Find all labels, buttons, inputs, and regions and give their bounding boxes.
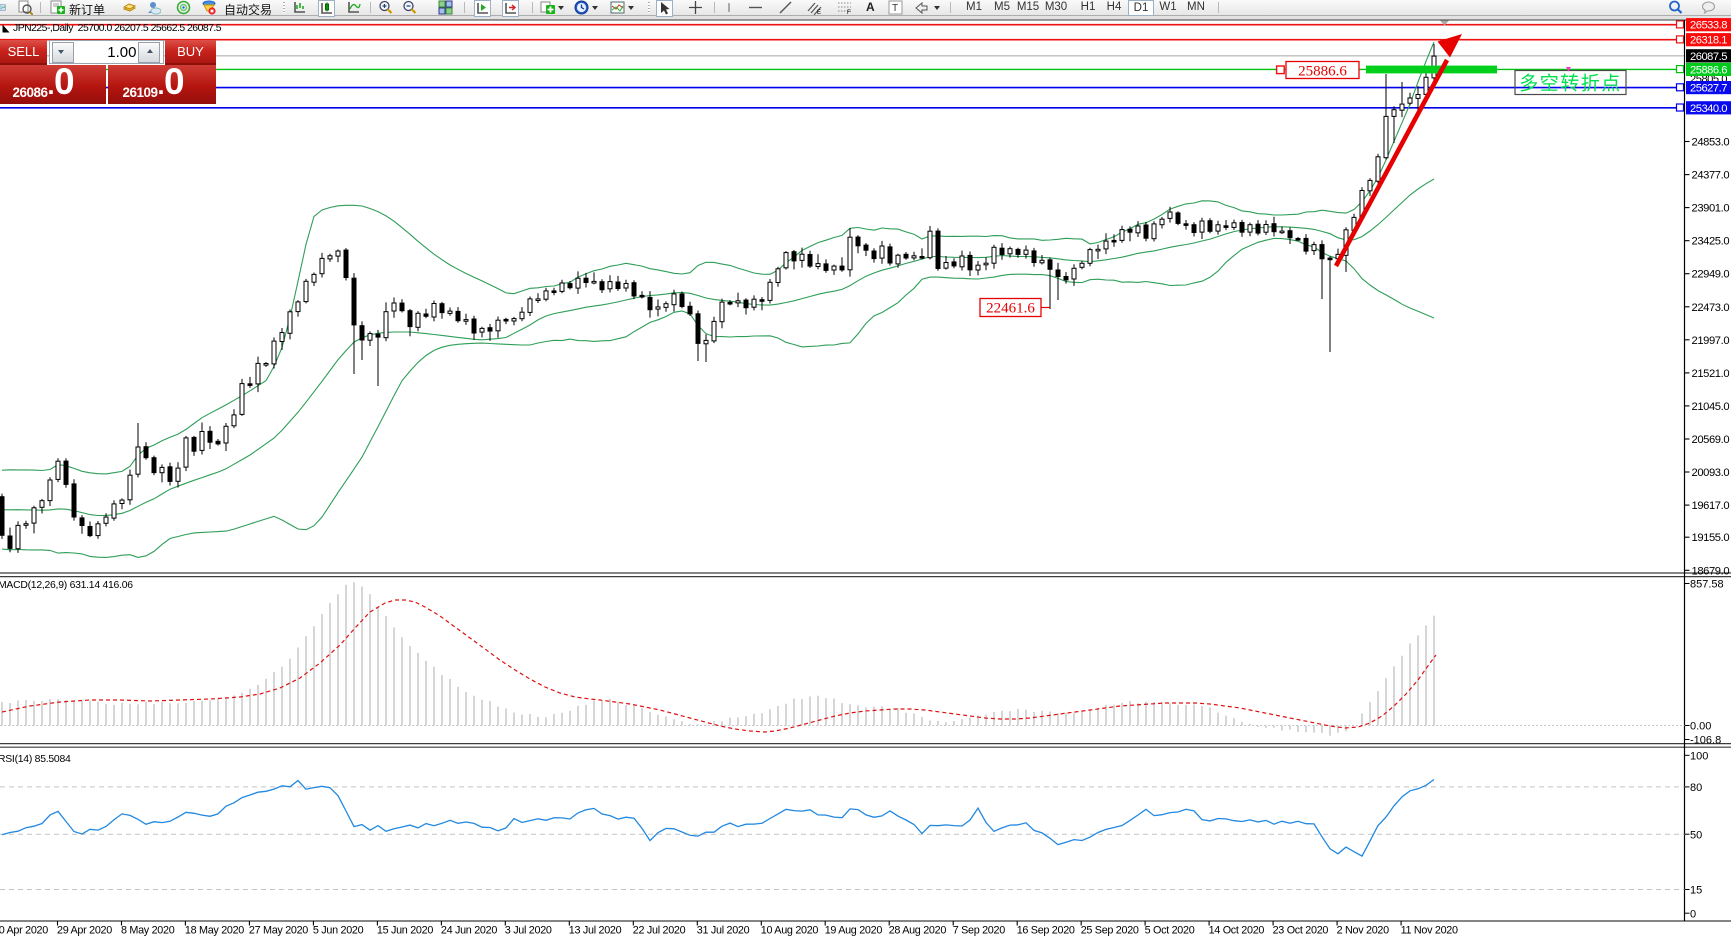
svg-text:21997.0: 21997.0: [1692, 335, 1730, 347]
svg-text:26087.5: 26087.5: [1690, 51, 1727, 63]
svg-text:19 Aug 2020: 19 Aug 2020: [825, 925, 883, 936]
svg-text:-106.8: -106.8: [1690, 735, 1721, 747]
svg-text:15: 15: [1690, 885, 1702, 897]
svg-text:24 Jun 2020: 24 Jun 2020: [441, 925, 497, 936]
svg-text:11 Nov 2020: 11 Nov 2020: [1401, 925, 1458, 936]
svg-text:E: E: [817, 10, 821, 15]
svg-text:0: 0: [1690, 908, 1696, 920]
svg-text:T: T: [892, 3, 898, 14]
svg-text:20093.0: 20093.0: [1692, 467, 1730, 479]
svg-text:20569.0: 20569.0: [1692, 434, 1730, 446]
svg-text:8 May 2020: 8 May 2020: [121, 925, 175, 936]
svg-text:22949.0: 22949.0: [1692, 269, 1730, 281]
svg-text:18 May 2020: 18 May 2020: [185, 925, 244, 936]
svg-text:13 Jul 2020: 13 Jul 2020: [569, 925, 622, 936]
svg-text:F: F: [847, 10, 851, 15]
svg-text:10 Aug 2020: 10 Aug 2020: [761, 925, 819, 936]
svg-text:23901.0: 23901.0: [1692, 203, 1730, 215]
svg-text:23425.0: 23425.0: [1692, 236, 1730, 248]
svg-text:26533.8: 26533.8: [1690, 20, 1727, 32]
svg-text:16 Sep 2020: 16 Sep 2020: [1017, 925, 1075, 936]
svg-text:5 Jun 2020: 5 Jun 2020: [313, 925, 364, 936]
svg-text:19617.0: 19617.0: [1692, 500, 1730, 512]
svg-text:15 Jun 2020: 15 Jun 2020: [377, 925, 433, 936]
svg-text:26318.1: 26318.1: [1690, 35, 1727, 47]
svg-text:28 Aug 2020: 28 Aug 2020: [889, 925, 947, 936]
svg-text:24853.0: 24853.0: [1692, 137, 1730, 149]
svg-text:23 Oct 2020: 23 Oct 2020: [1273, 925, 1329, 936]
svg-text:22473.0: 22473.0: [1692, 302, 1730, 314]
svg-text:22 Jul 2020: 22 Jul 2020: [633, 925, 686, 936]
svg-text:7 Sep 2020: 7 Sep 2020: [953, 925, 1006, 936]
svg-text:21045.0: 21045.0: [1692, 401, 1730, 413]
svg-text:3 Jul 2020: 3 Jul 2020: [505, 925, 552, 936]
svg-text:25340.0: 25340.0: [1690, 103, 1727, 115]
svg-text:RSI(14) 85.5084: RSI(14) 85.5084: [0, 754, 71, 765]
svg-text:14 Oct 2020: 14 Oct 2020: [1209, 925, 1265, 936]
svg-text:100: 100: [1690, 751, 1708, 763]
svg-text:25627.7: 25627.7: [1690, 83, 1727, 95]
svg-text:25 Sep 2020: 25 Sep 2020: [1081, 925, 1139, 936]
svg-text:22461.6: 22461.6: [986, 301, 1035, 317]
svg-text:2 Nov 2020: 2 Nov 2020: [1337, 925, 1390, 936]
svg-text:50: 50: [1690, 830, 1702, 842]
svg-text:21521.0: 21521.0: [1692, 368, 1730, 380]
svg-text:25886.6: 25886.6: [1690, 64, 1727, 76]
svg-text:多空转折点: 多空转折点: [1519, 73, 1622, 95]
svg-text:24377.0: 24377.0: [1692, 170, 1730, 182]
svg-text:5 Oct 2020: 5 Oct 2020: [1145, 925, 1195, 936]
svg-text:27 May 2020: 27 May 2020: [249, 925, 308, 936]
svg-text:JPN225-,Daily 25700.0 26207.5: JPN225-,Daily 25700.0 26207.5 25662.5 26…: [13, 23, 222, 34]
svg-text:MACD(12,26,9) 631.14 416.06: MACD(12,26,9) 631.14 416.06: [0, 580, 133, 591]
svg-text:80: 80: [1690, 782, 1702, 794]
svg-text:857.58: 857.58: [1690, 579, 1724, 591]
svg-text:29 Apr 2020: 29 Apr 2020: [57, 925, 112, 936]
svg-text:31 Jul 2020: 31 Jul 2020: [697, 925, 750, 936]
svg-text:0.00: 0.00: [1690, 721, 1711, 733]
svg-text:20 Apr 2020: 20 Apr 2020: [0, 925, 48, 936]
svg-text:19155.0: 19155.0: [1692, 532, 1730, 544]
svg-text:25886.6: 25886.6: [1298, 64, 1347, 80]
svg-text:18679.0: 18679.0: [1692, 565, 1730, 577]
